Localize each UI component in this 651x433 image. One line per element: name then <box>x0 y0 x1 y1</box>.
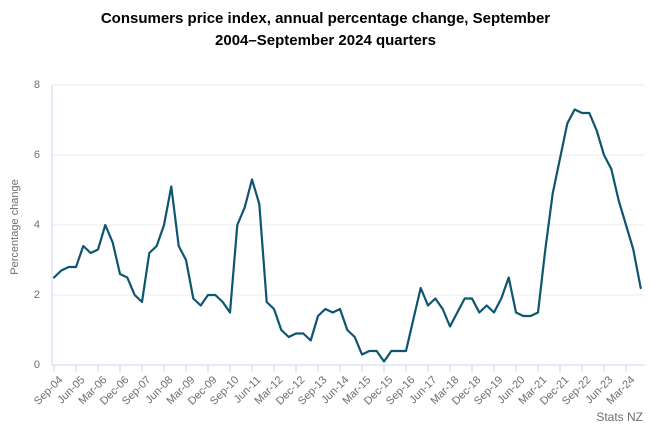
y-tick-label: 8 <box>33 79 40 91</box>
chart-title-line1: Consumers price index, annual percentage… <box>100 10 551 27</box>
y-tick-label: 6 <box>33 149 40 161</box>
chart-title: Consumers price index, annual percentage… <box>0 8 651 52</box>
y-tick-label: 2 <box>33 289 40 301</box>
y-tick-label: 4 <box>33 219 40 231</box>
chart-title-line2: 2004–September 2024 quarters <box>215 31 436 49</box>
cpi-data-line <box>52 108 642 363</box>
y-tick-label: 0 <box>33 359 40 371</box>
source-label: Stats NZ <box>596 410 643 424</box>
